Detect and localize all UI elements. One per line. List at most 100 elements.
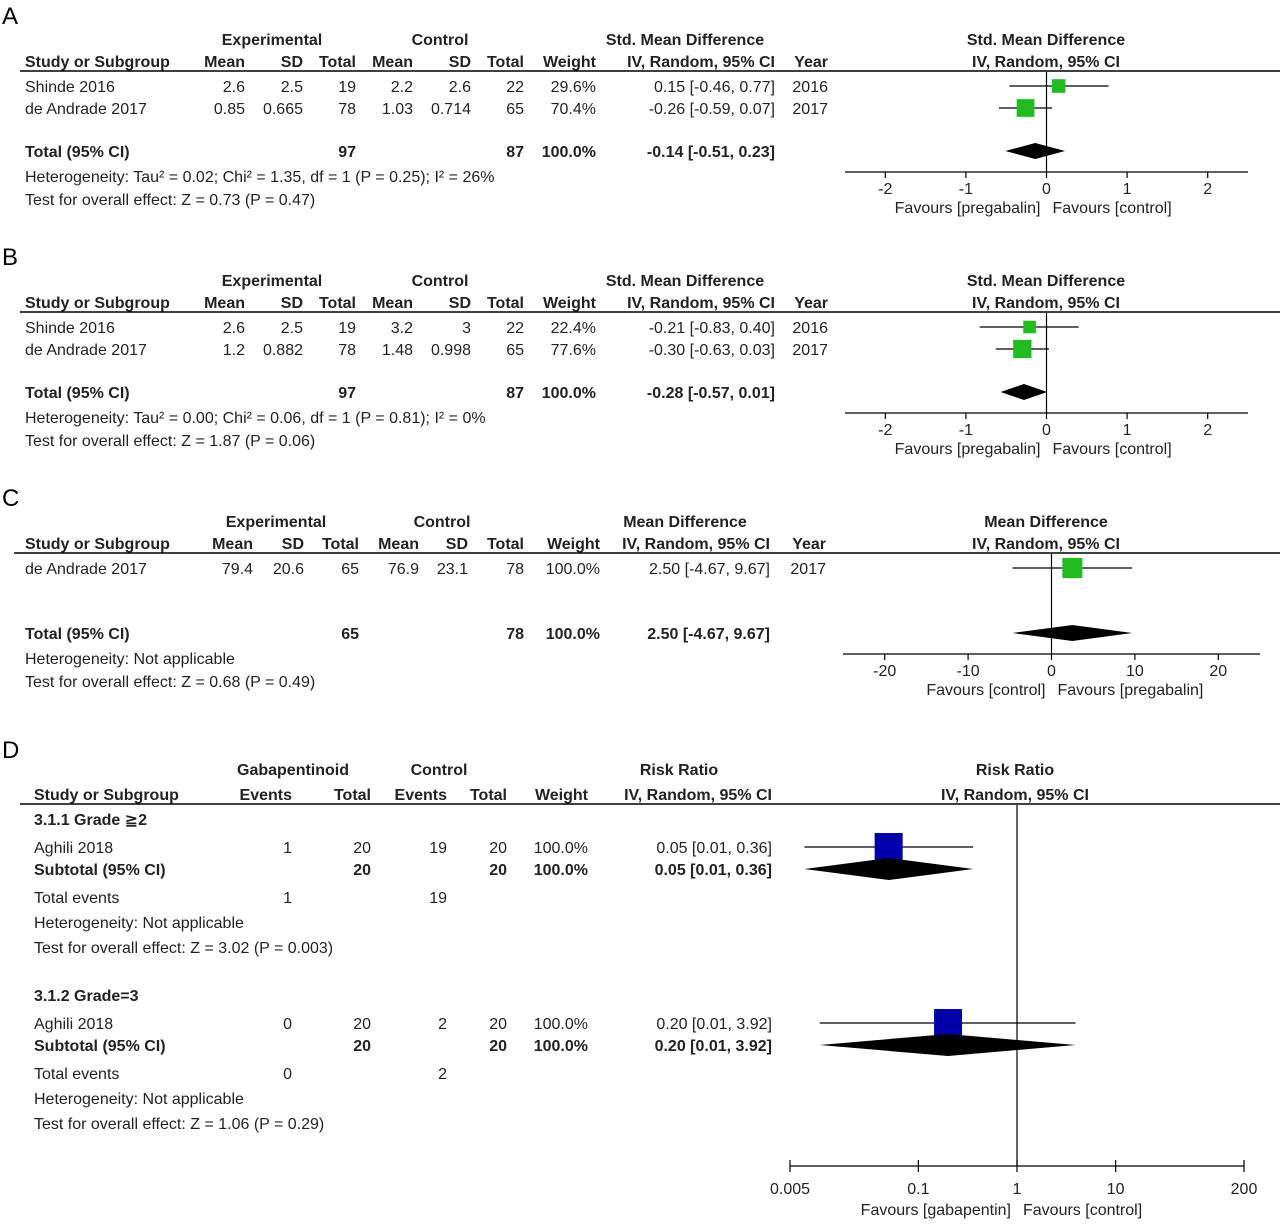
panel-d-row-weight: 100.0% (534, 840, 588, 857)
panel-b-col-header-7: Weight (543, 295, 597, 312)
panel-b-row-cell: 0.998 (431, 342, 471, 359)
panel-a-col-header-study: Study or Subgroup (25, 54, 170, 71)
panel-d-subgroup-title: 3.1.1 Grade ≧2 (34, 812, 147, 829)
panel-b-col-header-3: Total (319, 295, 356, 312)
panel-b-favours-right: Favours [control] (1053, 441, 1172, 458)
panel-a-tick-label: -1 (959, 181, 973, 198)
panel-d-row-total-exp: 20 (353, 1016, 371, 1033)
panel-b-row-study: Shinde 2016 (25, 320, 115, 337)
panel-b-row-cell: 0.882 (263, 342, 303, 359)
panel-a-row-year: 2016 (792, 79, 828, 96)
panel-d-plot-header-method: IV, Random, 95% CI (941, 787, 1089, 804)
panel-b-row-cell: 78 (338, 342, 356, 359)
panel-b-plot-header: Std. Mean Difference (967, 273, 1125, 290)
panel-b-row-year: 2016 (792, 320, 828, 337)
panel-c-group-header-control: Control (414, 514, 471, 531)
panel-c-col-header-2: SD (282, 536, 304, 553)
panel-b-overall-effect: Test for overall effect: Z = 1.87 (P = 0… (25, 433, 315, 450)
panel-d-favours-left: Favours [gabapentin] (861, 1202, 1011, 1219)
panel-a-label: A (2, 3, 18, 30)
panel-a-favours-left: Favours [pregabalin] (895, 200, 1041, 217)
panel-b-row-cell: 65 (506, 342, 524, 359)
panel-d-overall-effect: Test for overall effect: Z = 1.06 (P = 0… (34, 1116, 324, 1133)
panel-d-row-events-exp: 0 (283, 1016, 292, 1033)
panel-b-total-label: Total (95% CI) (25, 385, 130, 402)
panel-c-col-header-4: Mean (378, 536, 419, 553)
panel-b-col-header-year: Year (794, 295, 828, 312)
panel-b-plot-header-method: IV, Random, 95% CI (972, 295, 1120, 312)
panel-c-row-cell: 76.9 (388, 561, 419, 578)
panel-b-group-header-control: Control (412, 273, 469, 290)
panel-d-row-study: Aghili 2018 (34, 1016, 113, 1033)
panel-d-favours-right: Favours [control] (1023, 1202, 1142, 1219)
panel-d-tick-label: 1 (1013, 1181, 1022, 1198)
panel-a-row-cell: 2.6 (449, 79, 471, 96)
panel-a-row-cell: 2.6 (223, 79, 245, 96)
panel-a-row-cell: 19 (338, 79, 356, 96)
panel-a-tick-label: 2 (1203, 181, 1212, 198)
panel-c-study-square (1062, 558, 1083, 578)
panel-b-tick-label: 2 (1203, 422, 1212, 439)
panel-d-col-header-study: Study or Subgroup (34, 787, 179, 804)
panel-b-col-header-2: SD (281, 295, 303, 312)
panel-b-row-ci: -0.30 [-0.63, 0.03] (649, 342, 775, 359)
panel-b-row-cell: 22.4% (551, 320, 596, 337)
panel-b-col-header-1: Mean (204, 295, 245, 312)
panel-a-group-header-control: Control (412, 32, 469, 49)
panel-c-favours-right: Favours [pregabalin] (1058, 682, 1204, 699)
panel-c-plot-header: Mean Difference (984, 514, 1108, 531)
panel-d-subtotal-ci: 0.20 [0.01, 3.92] (655, 1038, 772, 1055)
panel-a-total-exp: 97 (338, 144, 356, 161)
panel-a-row-study: de Andrade 2017 (25, 101, 147, 118)
panel-b-group-header-experimental: Experimental (222, 273, 322, 290)
panel-b-row-study: de Andrade 2017 (25, 342, 147, 359)
panel-a-row-cell: 22 (506, 79, 524, 96)
panel-a-pooled-diamond (1005, 143, 1066, 159)
panel-c-col-header-6: Total (487, 536, 524, 553)
panel-b-tick-label: 0 (1042, 422, 1051, 439)
panel-a-tick-label: 0 (1042, 181, 1051, 198)
panel-d-row-ci: 0.05 [0.01, 0.36] (656, 840, 772, 857)
panel-d-label: D (2, 737, 19, 764)
panel-d-subtotal-ctrl: 20 (489, 862, 507, 879)
panel-d-study-square (934, 1009, 963, 1037)
panel-a-col-header-1: Mean (204, 54, 245, 71)
panel-b-row-cell: 2.6 (223, 320, 245, 337)
panel-b-row-year: 2017 (792, 342, 828, 359)
panel-b-total-ci: -0.28 [-0.57, 0.01] (647, 385, 775, 402)
panel-b-row-cell: 77.6% (551, 342, 596, 359)
panel-b-row-cell: 1.2 (223, 342, 245, 359)
panel-d-col-header-1: Events (240, 787, 293, 804)
panel-d-row-total-ctrl: 20 (489, 1016, 507, 1033)
panel-a-row-cell: 65 (506, 101, 524, 118)
panel-a-row-year: 2017 (792, 101, 828, 118)
panel-d-plot-header: Risk Ratio (976, 762, 1054, 779)
panel-d-row-total-ctrl: 20 (489, 840, 507, 857)
panel-a-group-header-experimental: Experimental (222, 32, 322, 49)
panel-a-row-cell: 70.4% (551, 101, 596, 118)
panel-d-overall-effect: Test for overall effect: Z = 3.02 (P = 0… (34, 940, 333, 957)
panel-a-row-cell: 29.6% (551, 79, 596, 96)
panel-c-tick-label: -20 (873, 663, 896, 680)
panel-b-row-ci: -0.21 [-0.83, 0.40] (649, 320, 775, 337)
panel-b-pooled-diamond (1000, 384, 1048, 400)
panel-c-total-weight: 100.0% (546, 626, 600, 643)
panel-a-row-ci: -0.26 [-0.59, 0.07] (649, 101, 775, 118)
panel-d-row-study: Aghili 2018 (34, 840, 113, 857)
panel-d-col-header-2: Total (334, 787, 371, 804)
panel-b-row-cell: 2.5 (281, 320, 303, 337)
panel-d-col-header-4: Total (470, 787, 507, 804)
panel-d-subtotal-ctrl: 20 (489, 1038, 507, 1055)
panel-a-overall-effect: Test for overall effect: Z = 0.73 (P = 0… (25, 192, 315, 209)
panel-b-total-ctrl: 87 (506, 385, 524, 402)
panel-a-col-header-ci: IV, Random, 95% CI (627, 54, 775, 71)
panel-c-col-header-3: Total (322, 536, 359, 553)
panel-a-effect-header: Std. Mean Difference (606, 32, 764, 49)
panel-b-heterogeneity: Heterogeneity: Tau² = 0.00; Chi² = 0.06,… (25, 410, 486, 427)
panel-b-study-square (1023, 320, 1036, 334)
panel-a-col-header-4: Mean (372, 54, 413, 71)
panel-d-study-square (874, 833, 903, 861)
panel-a-study-square (1016, 99, 1035, 117)
panel-a-tick-label: -2 (878, 181, 892, 198)
panel-d-total-events-exp: 0 (283, 1066, 292, 1083)
